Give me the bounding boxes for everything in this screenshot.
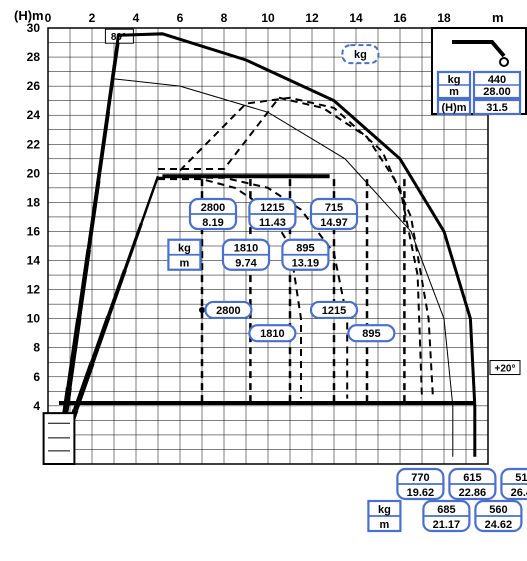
svg-text:895: 895 xyxy=(362,328,380,340)
kgm-label: kg m xyxy=(368,501,400,531)
load-badge: 895 13.19 xyxy=(282,240,328,270)
svg-text:1215: 1215 xyxy=(322,305,346,317)
load-badge: 1215 xyxy=(311,302,357,318)
svg-text:11.43: 11.43 xyxy=(259,217,286,229)
y-tick-label: 26 xyxy=(27,79,41,93)
svg-text:(H)m: (H)m xyxy=(441,102,466,114)
y-tick-label: 10 xyxy=(27,312,41,326)
load-badge: 615 22.86 xyxy=(449,469,495,499)
svg-text:m: m xyxy=(380,519,390,531)
svg-text:715: 715 xyxy=(325,202,343,214)
y-tick-label: 18 xyxy=(27,195,41,209)
x-tick-label: 8 xyxy=(221,11,228,25)
x-tick-label: 16 xyxy=(393,11,407,25)
y-tick-label: 14 xyxy=(27,254,41,268)
svg-text:1810: 1810 xyxy=(234,243,258,255)
load-badge: 2800 xyxy=(205,302,251,318)
x-tick-label: 4 xyxy=(133,11,140,25)
svg-text:440: 440 xyxy=(488,74,506,86)
marker-dot xyxy=(199,307,205,313)
svg-text:510: 510 xyxy=(515,472,527,484)
x-axis-title: m xyxy=(492,10,504,25)
crane-base xyxy=(44,413,75,464)
x-tick-label: 2 xyxy=(89,11,96,25)
load-badge: 510 26.40 xyxy=(501,469,527,499)
svg-text:2800: 2800 xyxy=(216,305,240,317)
svg-text:19.62: 19.62 xyxy=(407,487,435,499)
x-tick-label: 0 xyxy=(45,11,52,25)
svg-text:26.40: 26.40 xyxy=(511,487,527,499)
svg-text:21.17: 21.17 xyxy=(433,519,461,531)
svg-text:kg: kg xyxy=(378,504,391,516)
x-tick-label: 12 xyxy=(305,11,319,25)
y-tick-label: 4 xyxy=(33,399,40,413)
x-tick-label: 14 xyxy=(349,11,363,25)
kg-icon-label: kg xyxy=(354,49,367,61)
y-tick-label: 24 xyxy=(27,108,41,122)
x-tick-label: 18 xyxy=(437,11,451,25)
svg-text:m: m xyxy=(449,86,459,98)
svg-text:770: 770 xyxy=(411,472,429,484)
svg-text:13.19: 13.19 xyxy=(292,258,320,270)
svg-text:8.19: 8.19 xyxy=(202,217,223,229)
load-badge: 560 24.62 xyxy=(475,501,521,531)
y-tick-label: 12 xyxy=(27,283,41,297)
load-badge: 895 xyxy=(348,325,394,341)
load-badge: 1215 11.43 xyxy=(249,199,295,229)
svg-text:22.86: 22.86 xyxy=(459,487,487,499)
load-badge: 1810 9.74 xyxy=(223,240,269,270)
svg-text:m: m xyxy=(180,258,190,270)
svg-text:1215: 1215 xyxy=(260,202,284,214)
svg-text:560: 560 xyxy=(489,504,507,516)
svg-text:14.97: 14.97 xyxy=(320,217,348,229)
load-badge: 770 19.62 xyxy=(397,469,443,499)
svg-text:2800: 2800 xyxy=(201,202,225,214)
crane-load-chart: 0246810121416184681012141618202224262830… xyxy=(0,0,527,561)
y-tick-label: 30 xyxy=(27,21,41,35)
svg-text:685: 685 xyxy=(437,504,455,516)
angle-right: +20° xyxy=(495,364,516,375)
y-tick-label: 28 xyxy=(27,50,41,64)
y-tick-label: 22 xyxy=(27,137,41,151)
svg-text:kg: kg xyxy=(448,74,461,86)
svg-text:kg: kg xyxy=(178,243,191,255)
load-badge: 1810 xyxy=(249,325,295,341)
load-badge: 685 21.17 xyxy=(423,501,469,531)
svg-text:895: 895 xyxy=(296,243,314,255)
y-axis-title: (H)m xyxy=(14,8,44,23)
kgm-label: kg m xyxy=(168,240,200,270)
x-tick-label: 6 xyxy=(177,11,184,25)
svg-text:1810: 1810 xyxy=(260,328,284,340)
x-tick-label: 10 xyxy=(261,11,275,25)
y-tick-label: 8 xyxy=(33,341,40,355)
load-badge: 715 14.97 xyxy=(311,199,357,229)
y-tick-label: 20 xyxy=(27,166,41,180)
svg-text:31.5: 31.5 xyxy=(486,102,507,114)
y-tick-label: 6 xyxy=(33,370,40,384)
svg-text:9.74: 9.74 xyxy=(235,258,257,270)
svg-text:615: 615 xyxy=(463,472,481,484)
y-tick-label: 16 xyxy=(27,224,41,238)
svg-text:24.62: 24.62 xyxy=(485,519,513,531)
svg-text:28.00: 28.00 xyxy=(483,86,511,98)
load-badge: 2800 8.19 xyxy=(190,199,236,229)
info-box: kgm 44028.00 (H)m 31.5 xyxy=(432,28,526,114)
